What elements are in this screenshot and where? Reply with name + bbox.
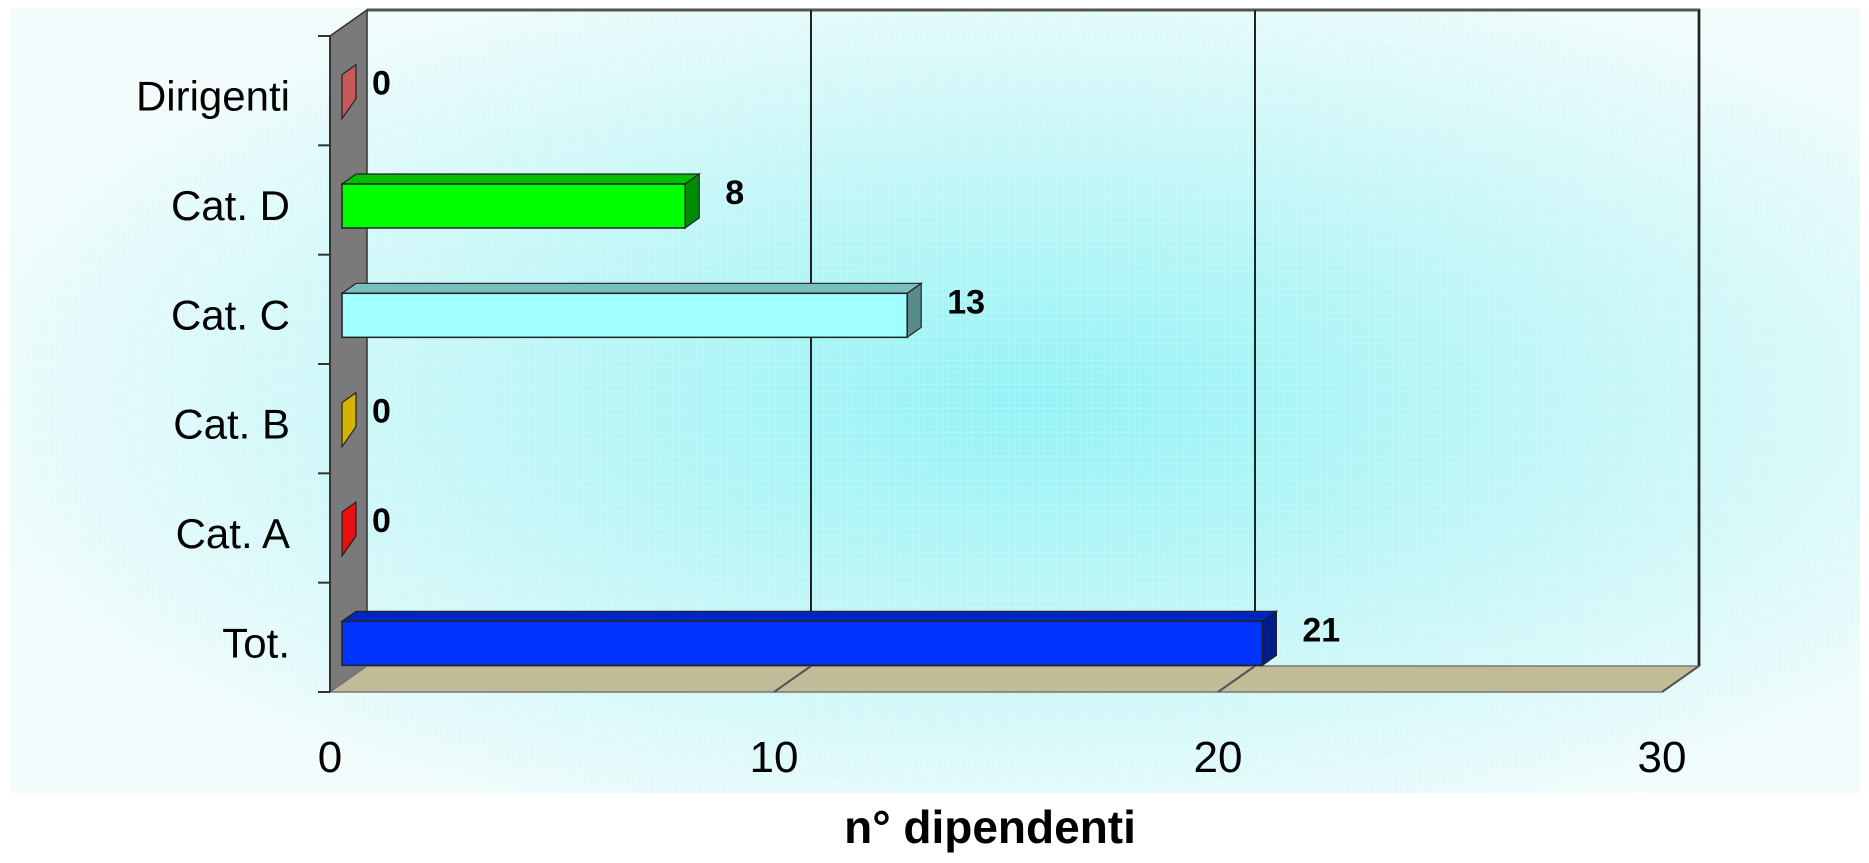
x-tick-label: 10 bbox=[750, 733, 799, 782]
value-label: 0 bbox=[372, 393, 391, 431]
bar bbox=[341, 500, 357, 558]
bar-zero-sliver bbox=[341, 63, 357, 121]
value-label: 0 bbox=[372, 65, 391, 103]
category-labels: Dirigenti Cat. D Cat. C Cat. B Cat. A Tot. bbox=[136, 73, 290, 667]
x-axis-title: n° dipendenti bbox=[844, 801, 1136, 853]
bar-side bbox=[684, 172, 700, 230]
floor-gridline bbox=[773, 665, 812, 693]
floor-gridline bbox=[1661, 665, 1700, 693]
bar-top bbox=[340, 173, 702, 185]
value-label: 8 bbox=[725, 174, 744, 212]
category-label: Tot. bbox=[222, 619, 290, 666]
bars bbox=[340, 63, 1279, 667]
bar-front bbox=[341, 620, 1264, 667]
bar-zero-sliver bbox=[341, 391, 357, 449]
bar bbox=[341, 63, 357, 121]
floor bbox=[327, 665, 1702, 693]
bar-zero-sliver bbox=[341, 500, 357, 558]
value-labels: 0 8 13 0 0 21 bbox=[372, 65, 1340, 650]
bar-side bbox=[906, 282, 922, 339]
bar-front bbox=[341, 292, 908, 339]
side-wall bbox=[329, 8, 368, 694]
x-tick-label: 20 bbox=[1194, 733, 1243, 782]
bar-front bbox=[341, 183, 686, 229]
bar-side bbox=[1261, 610, 1278, 667]
category-label: Cat. B bbox=[173, 401, 290, 448]
category-label: Cat. A bbox=[176, 510, 290, 557]
category-label: Cat. C bbox=[171, 291, 290, 338]
floor-gridline bbox=[1217, 665, 1256, 693]
x-tick-label: 0 bbox=[318, 733, 342, 782]
value-label: 21 bbox=[1302, 611, 1340, 649]
bar-top bbox=[340, 282, 924, 294]
gridlines bbox=[773, 10, 1700, 693]
category-label: Dirigenti bbox=[136, 73, 290, 120]
value-label: 0 bbox=[372, 502, 391, 540]
x-tick-labels: 0 10 20 30 bbox=[318, 733, 1687, 782]
x-tick-label: 30 bbox=[1638, 733, 1687, 782]
bar bbox=[340, 610, 1279, 667]
category-label: Cat. D bbox=[171, 182, 290, 229]
plot-background bbox=[10, 8, 1860, 793]
value-label: 13 bbox=[947, 283, 985, 321]
bar bbox=[340, 172, 702, 230]
bar bbox=[341, 391, 357, 449]
bar bbox=[340, 282, 924, 339]
bar-top bbox=[340, 610, 1279, 622]
